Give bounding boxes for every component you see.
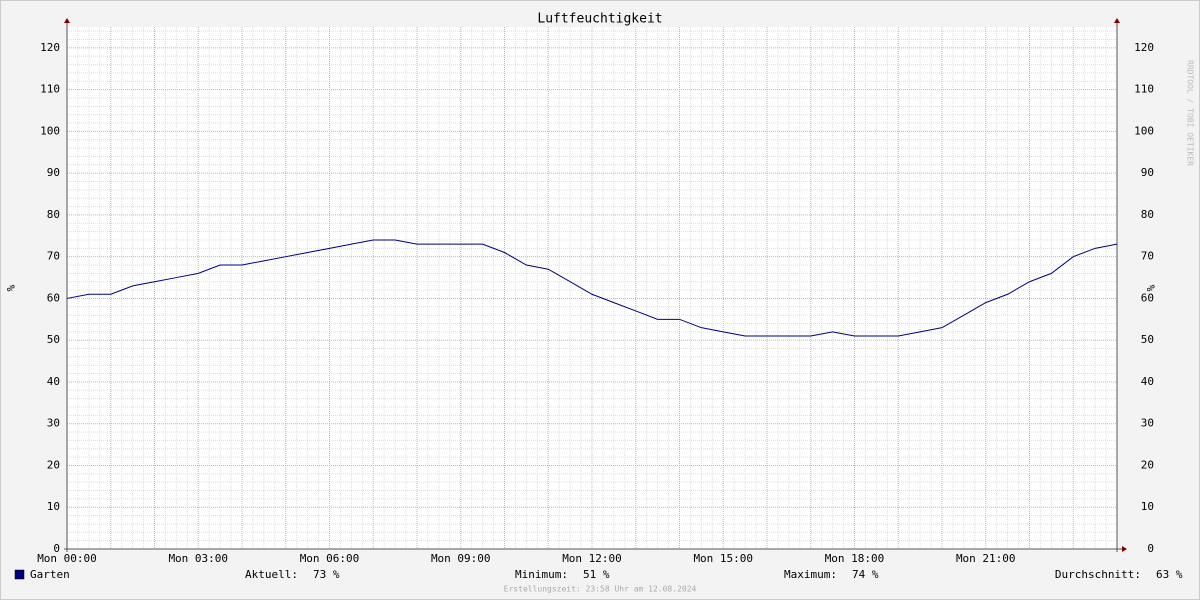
y-tick-label: 80 bbox=[47, 208, 60, 221]
x-tick-label: Mon 00:00 bbox=[37, 552, 97, 565]
y-tick-label: 40 bbox=[47, 375, 60, 388]
footer: Erstellungszeit: 23:58 Uhr am 12.08.2024 bbox=[504, 585, 697, 594]
x-tick-label: Mon 15:00 bbox=[693, 552, 753, 565]
x-tick-label: Mon 03:00 bbox=[168, 552, 228, 565]
legend-swatch bbox=[14, 569, 25, 580]
y-axis-label: % bbox=[4, 285, 17, 292]
chart-title: Luftfeuchtigkeit bbox=[537, 12, 662, 27]
x-tick-label: Mon 18:00 bbox=[825, 552, 885, 565]
stat-value: 74 % bbox=[852, 568, 879, 581]
y-tick-label: 0 bbox=[1147, 542, 1154, 555]
y-tick-label: 0 bbox=[53, 542, 60, 555]
stat-label: Aktuell: bbox=[245, 568, 298, 581]
y-tick-label: 20 bbox=[47, 458, 60, 471]
y-tick-label: 100 bbox=[1134, 124, 1154, 137]
y-tick-label: 10 bbox=[1141, 500, 1154, 513]
x-tick-label: Mon 09:00 bbox=[431, 552, 491, 565]
y-tick-label: 20 bbox=[1141, 458, 1154, 471]
y-tick-label: 70 bbox=[1141, 250, 1154, 263]
x-tick-label: Mon 12:00 bbox=[562, 552, 622, 565]
y-tick-label: 90 bbox=[47, 166, 60, 179]
y-tick-label: 90 bbox=[1141, 166, 1154, 179]
stat-value: 63 % bbox=[1156, 568, 1183, 581]
y-tick-label: 60 bbox=[47, 291, 60, 304]
axis-arrow bbox=[1122, 546, 1127, 552]
y-tick-label: 50 bbox=[1141, 333, 1154, 346]
stat-label: Durchschnitt: bbox=[1055, 568, 1141, 581]
y-tick-label: 10 bbox=[47, 500, 60, 513]
y-tick-label: 40 bbox=[1141, 375, 1154, 388]
legend-label: Garten bbox=[30, 568, 70, 581]
x-tick-label: Mon 06:00 bbox=[300, 552, 360, 565]
y-tick-label: 30 bbox=[47, 417, 60, 430]
stat-label: Minimum: bbox=[515, 568, 568, 581]
y-tick-label: 30 bbox=[1141, 417, 1154, 430]
axis-arrow bbox=[1114, 18, 1120, 23]
data-line bbox=[66, 239, 1118, 337]
y-tick-label: 50 bbox=[47, 333, 60, 346]
stat-value: 51 % bbox=[583, 568, 610, 581]
y-tick-label: 70 bbox=[47, 250, 60, 263]
stat-value: 73 % bbox=[313, 568, 340, 581]
y-axis-label: % bbox=[1144, 285, 1157, 292]
axis-arrow bbox=[64, 18, 70, 23]
stat-label: Maximum: bbox=[784, 568, 837, 581]
y-tick-label: 110 bbox=[1134, 83, 1154, 96]
x-tick-label: Mon 21:00 bbox=[956, 552, 1016, 565]
y-tick-label: 120 bbox=[40, 41, 60, 54]
y-tick-label: 100 bbox=[40, 124, 60, 137]
y-tick-label: 110 bbox=[40, 83, 60, 96]
y-tick-label: 120 bbox=[1134, 41, 1154, 54]
y-tick-label: 60 bbox=[1141, 291, 1154, 304]
y-tick-label: 80 bbox=[1141, 208, 1154, 221]
watermark: RRDTOOL / TOBI OETIKER bbox=[1186, 60, 1195, 166]
